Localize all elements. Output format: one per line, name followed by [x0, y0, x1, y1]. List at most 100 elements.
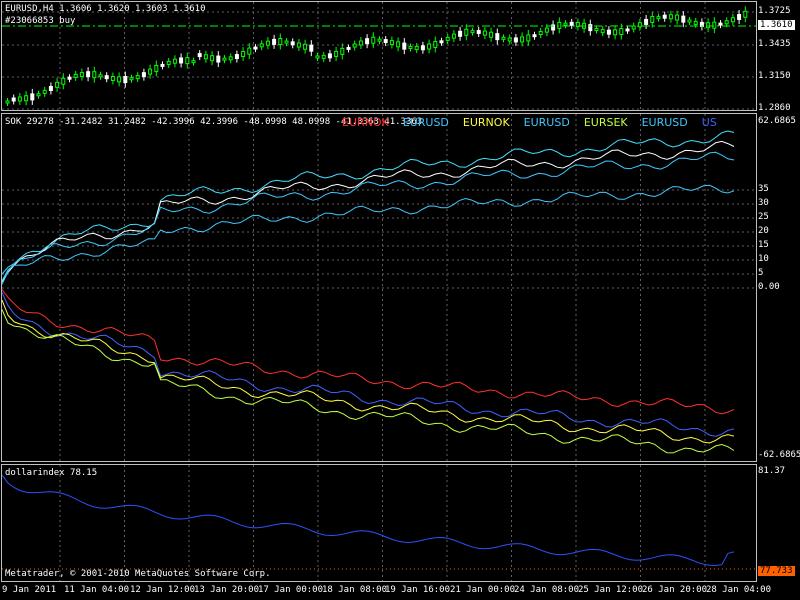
candle-body [73, 73, 78, 78]
sok-series-0 [2, 130, 735, 275]
candle-body [520, 36, 525, 43]
sok-tick-2: 25 [758, 212, 769, 222]
candle-body [104, 75, 109, 80]
candle-body [408, 45, 413, 49]
candle-body [296, 42, 301, 48]
candle-body [365, 38, 370, 45]
candle-body [135, 75, 140, 80]
candle-body [284, 40, 289, 44]
candle-body [129, 77, 134, 81]
sok-tick-0: 35 [758, 184, 769, 194]
candle-body [247, 47, 252, 55]
candle-body [303, 43, 308, 50]
candle-body [396, 41, 401, 48]
time-label-0: 9 Jan 2011 [2, 585, 57, 595]
candle-body [197, 53, 202, 58]
candle-body [48, 85, 53, 91]
sok-scale-bottom: -62.6865 [758, 450, 800, 460]
sok-series-7 [2, 309, 735, 454]
candle-body [309, 44, 314, 52]
candle-body [358, 40, 363, 46]
time-label-11: 28 Jan 04:00 [706, 585, 772, 595]
candle-body [179, 57, 184, 64]
price-chart-panel[interactable]: EURUSD,H4 1.3606 1.3620 1.3603 1.3610 #2… [1, 1, 757, 111]
candle-body [433, 40, 438, 48]
price-scale-3: 1.3150 [758, 71, 791, 81]
candle-body [724, 20, 729, 25]
dollarindex-header: dollarindex 78.15 [5, 468, 98, 478]
candle-body [482, 30, 487, 36]
candle-body [644, 18, 649, 25]
candle-body [79, 72, 84, 78]
sok-lines [2, 114, 756, 461]
sok-series-1 [2, 140, 735, 283]
sok-tick-4: 15 [758, 240, 769, 250]
candle-body [154, 64, 159, 72]
candle-body [389, 40, 394, 46]
candle-body [538, 30, 543, 35]
candle-body [172, 58, 177, 64]
candle-body [563, 22, 568, 26]
candle-body [675, 14, 680, 21]
candle-body [551, 24, 556, 31]
time-axis: 9 Jan 2011 11 Jan 04:00 12 Jan 12:00 13 Jan… [0, 585, 800, 600]
candle-body [662, 14, 667, 19]
sok-series-5 [2, 292, 735, 437]
time-label-7: 21 Jan 00:00 [450, 585, 516, 595]
candle-body [148, 68, 153, 75]
candle-body [594, 28, 599, 32]
candle-body [606, 29, 611, 35]
candle-body [513, 37, 518, 43]
candle-body [259, 43, 264, 48]
time-label-5: 18 Jan 08:00 [322, 585, 388, 595]
candle-body [377, 38, 382, 42]
time-label-1: 11 Jan 04:00 [64, 585, 130, 595]
sok-tick-3: 20 [758, 226, 769, 236]
candle-body [327, 53, 332, 59]
candle-body [414, 46, 419, 51]
candle-body [718, 22, 723, 26]
candle-body [650, 15, 655, 23]
candle-body [98, 74, 103, 78]
candle-body [210, 55, 215, 62]
candle-body [17, 96, 22, 102]
candle-body [706, 22, 711, 29]
dollarindex-panel[interactable]: dollarindex 78.15 Metatrader, © 2001-201… [1, 464, 757, 582]
candle-body [476, 29, 481, 34]
candle-body [203, 54, 208, 60]
candle-body [166, 60, 171, 65]
time-label-10: 26 Jan 20:00 [642, 585, 708, 595]
candle-body [228, 56, 233, 61]
order-label: #23066853 buy [5, 16, 76, 26]
candle-body [420, 45, 425, 51]
candle-body [315, 55, 320, 59]
candle-body [123, 76, 128, 84]
price-scale-1: 1.3725 [758, 6, 791, 16]
copyright-text: Metatrader, © 2001-2010 MetaQuotes Softw… [5, 569, 271, 579]
candle-body [253, 46, 258, 50]
candle-body [712, 21, 717, 29]
candle-body [11, 97, 16, 102]
candle-body [272, 38, 277, 45]
candle-body [234, 54, 239, 60]
candle-body [619, 28, 624, 36]
candle-body [588, 24, 593, 32]
time-label-3: 13 Jan 20:00 [194, 585, 260, 595]
sok-series-3 [2, 184, 735, 282]
sok-legend: EURNOK EURUSD EURNOK EURUSD EURSEK EURUSD US [342, 116, 731, 129]
candle-body [36, 93, 41, 97]
sok-series-2 [2, 151, 735, 285]
candle-body [110, 76, 115, 82]
dollarindex-line [2, 465, 756, 581]
legend-item-3: EURUSD [523, 116, 570, 129]
candle-body [489, 31, 494, 38]
candle-body [290, 41, 295, 46]
sok-tick-6: 5 [758, 268, 764, 278]
sok-tick-7: 0.00 [758, 282, 780, 292]
candle-body [526, 34, 531, 42]
candle-body [141, 72, 146, 78]
dollarindex-series [2, 474, 735, 567]
dollar-scale-top: 81.37 [758, 466, 786, 476]
candle-body [340, 47, 345, 55]
sok-indicator-panel[interactable]: SOK 29278 -31.2482 31.2482 -42.3996 42.3… [1, 113, 757, 462]
